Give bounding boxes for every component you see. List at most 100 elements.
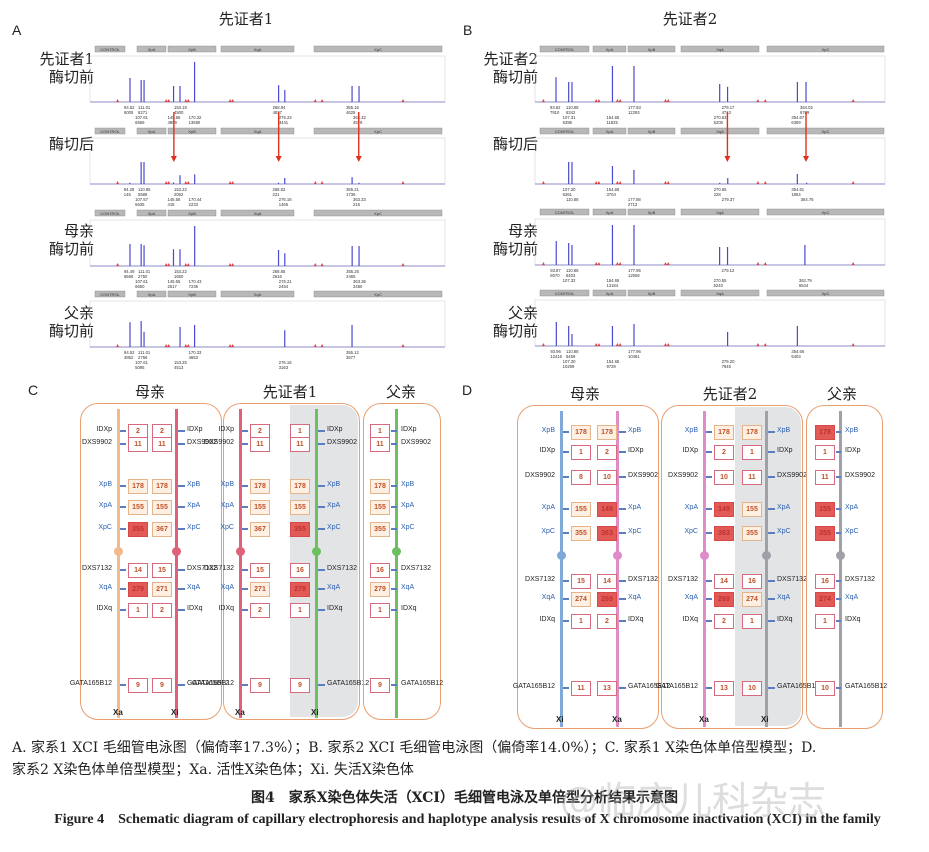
size-standard-marker xyxy=(184,99,188,102)
locus-label: XqA xyxy=(628,594,642,601)
allele-box: 11 xyxy=(290,437,310,452)
peak-label: 268.94 4837 xyxy=(273,105,286,115)
locus-label: DXS7132 xyxy=(845,576,875,583)
locus-label: IDXp xyxy=(682,447,698,454)
size-standard-marker xyxy=(231,99,235,102)
centromere-dot xyxy=(391,546,401,556)
plot-frame xyxy=(534,55,886,103)
locus-tick xyxy=(619,598,626,600)
locus-tick xyxy=(242,609,248,611)
size-standard-marker xyxy=(164,99,168,102)
locus-label: XqA xyxy=(98,584,112,591)
locus-label: IDXq xyxy=(401,605,417,612)
a-row-label: 母亲 酶切前 xyxy=(48,222,94,258)
locus-tick xyxy=(120,443,126,445)
peak-label: 276.16 1465 xyxy=(279,197,292,207)
plot-frame xyxy=(89,55,446,103)
allele-box: 271 xyxy=(250,582,270,597)
allele-box: 178 xyxy=(742,425,762,440)
chromosome-line xyxy=(175,409,178,718)
allele-box: 15 xyxy=(250,563,270,578)
region-bar-label: XpA xyxy=(148,211,156,216)
centromere-dot xyxy=(556,550,566,560)
locus-label: XpB xyxy=(98,481,112,488)
locus-tick xyxy=(836,620,841,622)
allele-box: 274 xyxy=(815,592,835,607)
size-standard-marker xyxy=(851,99,855,102)
locus-tick xyxy=(836,532,841,534)
allele-box: 155 xyxy=(742,502,762,517)
allele-box: 11 xyxy=(742,470,762,485)
locus-tick xyxy=(242,528,248,530)
locus-label: IDXp xyxy=(401,426,417,433)
peak-label: 107.61 5095 xyxy=(135,360,148,370)
peak-label: 94.49 6666 xyxy=(124,269,135,279)
allele-box: 11 xyxy=(128,437,148,452)
size-standard-marker xyxy=(116,263,120,266)
locus-tick xyxy=(391,430,397,432)
locus-label: DXS7132 xyxy=(327,565,357,572)
locus-label: XpA xyxy=(777,504,791,511)
size-standard-marker xyxy=(228,99,232,102)
peak-label: 107.57 5635 xyxy=(135,197,148,207)
locus-label: IDXq xyxy=(539,616,555,623)
peak-label: 276.21 2454 xyxy=(279,279,292,289)
b-row-label: 父亲 酶切前 xyxy=(492,304,538,340)
locus-tick xyxy=(563,508,569,510)
locus-label: GATA165B12 xyxy=(327,680,370,687)
size-standard-marker xyxy=(618,181,622,184)
locus-tick xyxy=(836,687,841,689)
allele-box: 279 xyxy=(128,582,148,597)
chromosome-label: Xi xyxy=(171,708,179,717)
locus-label: XpB xyxy=(187,481,201,488)
a-row-label: 先证者1 酶切前 xyxy=(39,50,94,86)
panel-a-letter: A xyxy=(12,22,22,38)
locus-label: XpA xyxy=(845,504,859,511)
size-standard-marker xyxy=(231,263,235,266)
size-standard-marker xyxy=(594,262,598,265)
plot-frame xyxy=(534,299,886,347)
locus-tick xyxy=(318,506,325,508)
region-bar xyxy=(627,127,676,135)
locus-tick xyxy=(706,580,712,582)
region-bar xyxy=(627,45,676,53)
allele-box: 178 xyxy=(571,425,591,440)
figure-title-en: Figure 4 Schematic diagram of capillary … xyxy=(54,812,881,827)
region-bar xyxy=(220,290,295,298)
locus-label: XqA xyxy=(401,584,415,591)
figure-legend-line1: A. 家系1 XCI 毛细管电泳图（偏倚率17.3%）；B. 家系2 XCI 毛… xyxy=(12,740,817,756)
locus-tick xyxy=(706,508,712,510)
size-standard-marker xyxy=(594,343,598,346)
allele-box: 355 xyxy=(815,526,835,541)
size-standard-marker xyxy=(756,99,760,102)
locus-label: DXS9902 xyxy=(401,439,431,446)
region-bar-label: XpC xyxy=(374,129,382,134)
region-bar xyxy=(220,127,295,135)
size-standard-marker xyxy=(594,181,598,184)
allele-box: 178 xyxy=(714,425,734,440)
region-bar-label: XpA xyxy=(148,292,156,297)
size-standard-marker xyxy=(597,262,601,265)
locus-tick xyxy=(563,580,569,582)
locus-label: GATA165B12 xyxy=(845,683,888,690)
locus-tick xyxy=(619,508,626,510)
centromere-dot xyxy=(311,546,321,556)
allele-box: 2 xyxy=(597,445,617,460)
region-bar xyxy=(313,209,443,217)
allele-box: 363 xyxy=(714,526,734,541)
peak-label: 153.25 4513 xyxy=(174,360,187,370)
locus-label: XqA xyxy=(684,594,698,601)
allele-box: 271 xyxy=(152,582,172,597)
locus-tick xyxy=(318,485,325,487)
size-standard-marker xyxy=(164,344,168,347)
size-standard-marker xyxy=(597,181,601,184)
person-box xyxy=(80,403,222,720)
locus-tick xyxy=(768,580,775,582)
panel-b-title: 先证者2 xyxy=(662,10,718,28)
size-standard-marker xyxy=(228,344,232,347)
peak-label: 279.17 4713 xyxy=(722,105,735,115)
peak-label: 107.30 10299 xyxy=(563,359,576,369)
locus-tick xyxy=(706,476,712,478)
region-bar xyxy=(313,45,443,53)
size-standard-marker xyxy=(320,99,324,102)
